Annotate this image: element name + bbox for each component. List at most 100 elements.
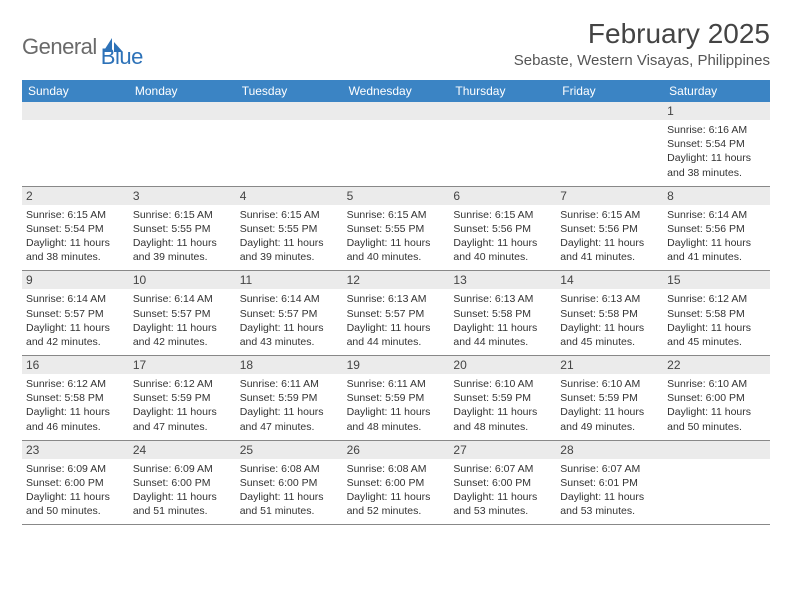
sunset-text: Sunset: 5:58 PM [453, 307, 552, 321]
sunset-text: Sunset: 5:58 PM [667, 307, 766, 321]
day-number: 4 [236, 187, 343, 205]
sunrise-text: Sunrise: 6:12 AM [667, 292, 766, 306]
day-cell: 16Sunrise: 6:12 AMSunset: 5:58 PMDayligh… [22, 356, 129, 440]
sunrise-text: Sunrise: 6:08 AM [347, 462, 446, 476]
day-details: Sunrise: 6:13 AMSunset: 5:57 PMDaylight:… [347, 292, 446, 349]
day-details: Sunrise: 6:10 AMSunset: 6:00 PMDaylight:… [667, 377, 766, 434]
day-cell: 14Sunrise: 6:13 AMSunset: 5:58 PMDayligh… [556, 271, 663, 355]
daylight-text: Daylight: 11 hours and 40 minutes. [347, 236, 446, 264]
sunset-text: Sunset: 5:59 PM [560, 391, 659, 405]
day-cell: 25Sunrise: 6:08 AMSunset: 6:00 PMDayligh… [236, 441, 343, 525]
sunset-text: Sunset: 5:58 PM [26, 391, 125, 405]
day-number: 26 [343, 441, 450, 459]
weekday-header: Thursday [449, 80, 556, 102]
day-cell: 9Sunrise: 6:14 AMSunset: 5:57 PMDaylight… [22, 271, 129, 355]
daylight-text: Daylight: 11 hours and 50 minutes. [667, 405, 766, 433]
day-cell: 15 Sunrise: 6:12 AMSunset: 5:58 PMDayligh… [663, 271, 770, 355]
day-cell [236, 102, 343, 186]
weeks-container: 1Sunrise: 6:16 AMSunset: 5:54 PMDaylight… [22, 102, 770, 525]
sunset-text: Sunset: 5:59 PM [453, 391, 552, 405]
day-details: Sunrise: 6:08 AMSunset: 6:00 PMDaylight:… [240, 462, 339, 519]
daylight-text: Daylight: 11 hours and 38 minutes. [667, 151, 766, 179]
day-number [449, 102, 556, 120]
weekday-header: Sunday [22, 80, 129, 102]
day-number: 23 [22, 441, 129, 459]
week-row: 16Sunrise: 6:12 AMSunset: 5:58 PMDayligh… [22, 356, 770, 441]
sunset-text: Sunset: 5:55 PM [240, 222, 339, 236]
day-cell: 1Sunrise: 6:16 AMSunset: 5:54 PMDaylight… [663, 102, 770, 186]
day-number: 24 [129, 441, 236, 459]
day-cell [343, 102, 450, 186]
day-number: 9 [22, 271, 129, 289]
daylight-text: Daylight: 11 hours and 47 minutes. [240, 405, 339, 433]
sunset-text: Sunset: 6:00 PM [453, 476, 552, 490]
sunset-text: Sunset: 5:58 PM [560, 307, 659, 321]
day-details: Sunrise: 6:12 AMSunset: 5:58 PMDaylight:… [667, 292, 766, 349]
sunset-text: Sunset: 5:57 PM [240, 307, 339, 321]
daylight-text: Daylight: 11 hours and 53 minutes. [560, 490, 659, 518]
day-details: Sunrise: 6:15 AMSunset: 5:56 PMDaylight:… [453, 208, 552, 265]
day-number: 19 [343, 356, 450, 374]
daylight-text: Daylight: 11 hours and 38 minutes. [26, 236, 125, 264]
day-details: Sunrise: 6:09 AMSunset: 6:00 PMDaylight:… [26, 462, 125, 519]
daylight-text: Daylight: 11 hours and 43 minutes. [240, 321, 339, 349]
sunrise-text: Sunrise: 6:09 AM [26, 462, 125, 476]
sunrise-text: Sunrise: 6:13 AM [347, 292, 446, 306]
day-number: 18 [236, 356, 343, 374]
sunset-text: Sunset: 5:59 PM [133, 391, 232, 405]
day-cell: 4Sunrise: 6:15 AMSunset: 5:55 PMDaylight… [236, 187, 343, 271]
daylight-text: Daylight: 11 hours and 40 minutes. [453, 236, 552, 264]
day-number: 14 [556, 271, 663, 289]
sunrise-text: Sunrise: 6:15 AM [560, 208, 659, 222]
daylight-text: Daylight: 11 hours and 44 minutes. [453, 321, 552, 349]
day-details: Sunrise: 6:15 AMSunset: 5:56 PMDaylight:… [560, 208, 659, 265]
sunset-text: Sunset: 6:00 PM [667, 391, 766, 405]
week-row: 23Sunrise: 6:09 AMSunset: 6:00 PMDayligh… [22, 441, 770, 526]
daylight-text: Daylight: 11 hours and 42 minutes. [26, 321, 125, 349]
day-cell [449, 102, 556, 186]
daylight-text: Daylight: 11 hours and 49 minutes. [560, 405, 659, 433]
day-cell [129, 102, 236, 186]
day-cell: 19 Sunrise: 6:11 AMSunset: 5:59 PMDayligh… [343, 356, 450, 440]
daylight-text: Daylight: 11 hours and 46 minutes. [26, 405, 125, 433]
daylight-text: Daylight: 11 hours and 51 minutes. [240, 490, 339, 518]
daylight-text: Daylight: 11 hours and 39 minutes. [240, 236, 339, 264]
daylight-text: Daylight: 11 hours and 48 minutes. [347, 405, 446, 433]
day-number [343, 102, 450, 120]
day-number: 22 [663, 356, 770, 374]
sunrise-text: Sunrise: 6:14 AM [26, 292, 125, 306]
day-number: 28 [556, 441, 663, 459]
day-details: Sunrise: 6:14 AMSunset: 5:56 PMDaylight:… [667, 208, 766, 265]
week-row: 1Sunrise: 6:16 AMSunset: 5:54 PMDaylight… [22, 102, 770, 187]
day-number [236, 102, 343, 120]
sunset-text: Sunset: 5:55 PM [133, 222, 232, 236]
day-cell [663, 441, 770, 525]
daylight-text: Daylight: 11 hours and 51 minutes. [133, 490, 232, 518]
day-number: 1 [663, 102, 770, 120]
logo: General Blue [22, 18, 143, 70]
sunrise-text: Sunrise: 6:10 AM [560, 377, 659, 391]
day-details: Sunrise: 6:15 AMSunset: 5:55 PMDaylight:… [347, 208, 446, 265]
day-cell: 5Sunrise: 6:15 AMSunset: 5:55 PMDaylight… [343, 187, 450, 271]
day-number: 6 [449, 187, 556, 205]
daylight-text: Daylight: 11 hours and 42 minutes. [133, 321, 232, 349]
week-row: 2Sunrise: 6:15 AMSunset: 5:54 PMDaylight… [22, 187, 770, 272]
sunrise-text: Sunrise: 6:15 AM [133, 208, 232, 222]
day-cell: 13Sunrise: 6:13 AMSunset: 5:58 PMDayligh… [449, 271, 556, 355]
day-details: Sunrise: 6:09 AMSunset: 6:00 PMDaylight:… [133, 462, 232, 519]
day-details: Sunrise: 6:11 AMSunset: 5:59 PMDaylight:… [347, 377, 446, 434]
daylight-text: Daylight: 11 hours and 53 minutes. [453, 490, 552, 518]
header: General Blue February 2025 Sebaste, West… [22, 18, 770, 70]
day-details: Sunrise: 6:07 AMSunset: 6:01 PMDaylight:… [560, 462, 659, 519]
day-details: Sunrise: 6:12 AMSunset: 5:59 PMDaylight:… [133, 377, 232, 434]
day-details: Sunrise: 6:15 AMSunset: 5:54 PMDaylight:… [26, 208, 125, 265]
daylight-text: Daylight: 11 hours and 52 minutes. [347, 490, 446, 518]
sunrise-text: Sunrise: 6:13 AM [560, 292, 659, 306]
day-cell: 3Sunrise: 6:15 AMSunset: 5:55 PMDaylight… [129, 187, 236, 271]
day-cell: 24 Sunrise: 6:09 AMSunset: 6:00 PMDayligh… [129, 441, 236, 525]
day-number: 15 [663, 271, 770, 289]
day-details: Sunrise: 6:08 AMSunset: 6:00 PMDaylight:… [347, 462, 446, 519]
weekday-header-row: Sunday Monday Tuesday Wednesday Thursday… [22, 80, 770, 102]
day-cell: 27Sunrise: 6:07 AMSunset: 6:00 PMDayligh… [449, 441, 556, 525]
day-cell [556, 102, 663, 186]
